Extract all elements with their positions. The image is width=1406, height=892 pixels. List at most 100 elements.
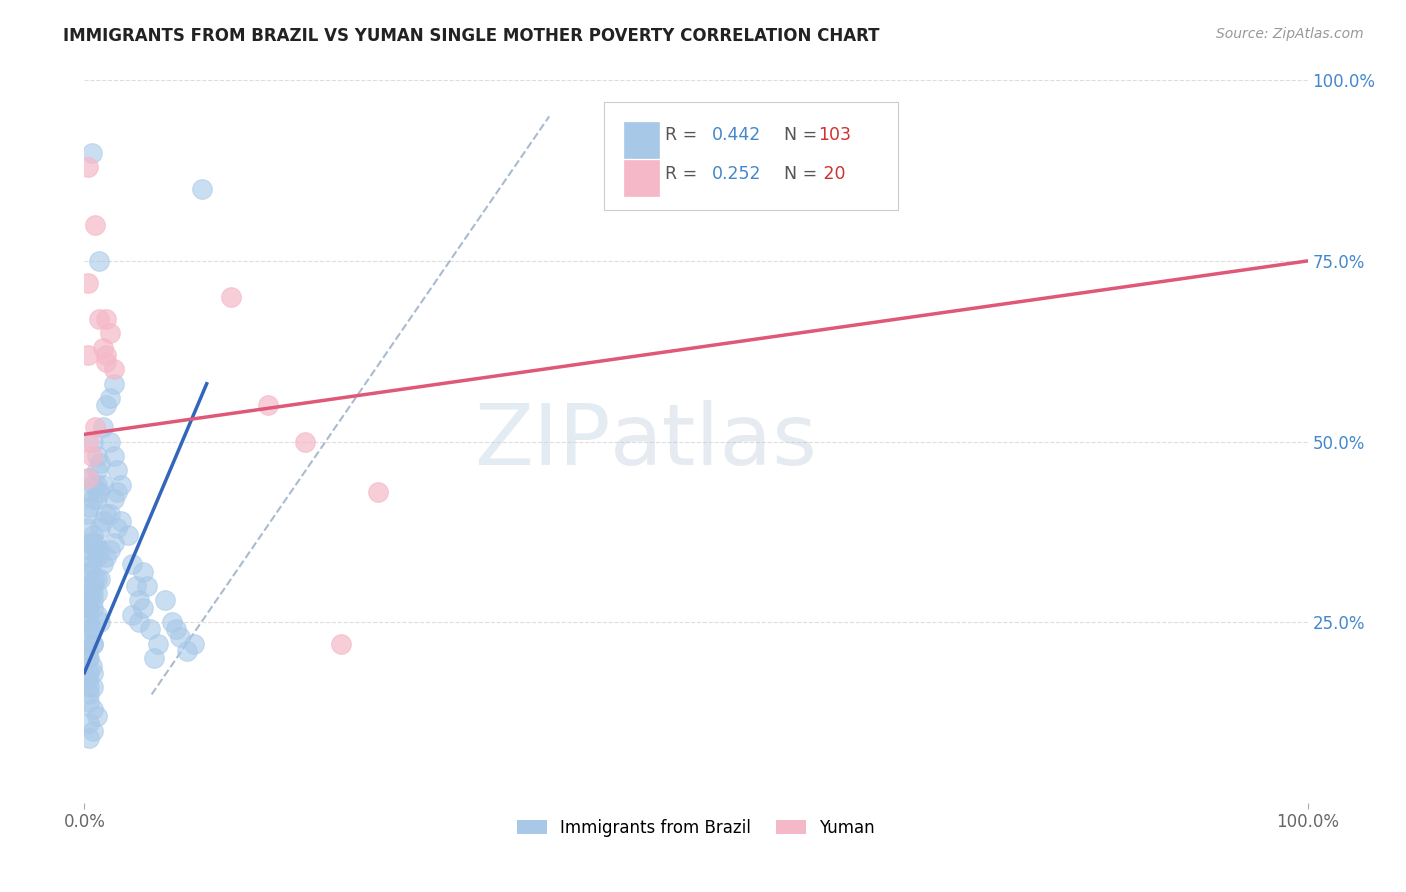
- Point: [82, 665, 104, 680]
- Point: [79, 565, 101, 579]
- Text: IMMIGRANTS FROM BRAZIL VS YUMAN SINGLE MOTHER POVERTY CORRELATION CHART: IMMIGRANTS FROM BRAZIL VS YUMAN SINGLE M…: [63, 27, 880, 45]
- Point: [132, 565, 155, 579]
- Point: [77, 579, 100, 593]
- Point: [86, 542, 108, 557]
- Point: [82, 528, 104, 542]
- Point: [110, 478, 132, 492]
- Point: [89, 521, 111, 535]
- Point: [89, 572, 111, 586]
- Point: [86, 463, 108, 477]
- Point: [82, 593, 104, 607]
- Point: [82, 637, 104, 651]
- Point: [367, 485, 389, 500]
- Point: [117, 528, 139, 542]
- Point: [91, 420, 114, 434]
- Point: [77, 565, 100, 579]
- Point: [86, 550, 108, 565]
- Point: [98, 542, 121, 557]
- Text: atlas: atlas: [610, 400, 818, 483]
- Point: [77, 600, 100, 615]
- Point: [89, 615, 111, 630]
- Point: [82, 492, 104, 507]
- Point: [77, 630, 100, 644]
- Point: [96, 550, 118, 565]
- Point: [96, 355, 118, 369]
- Point: [80, 449, 103, 463]
- Point: [176, 644, 198, 658]
- Point: [103, 492, 125, 507]
- Point: [86, 572, 108, 586]
- Point: [84, 420, 107, 434]
- Point: [77, 673, 100, 687]
- Point: [98, 326, 121, 341]
- Point: [76, 593, 98, 607]
- Point: [135, 579, 157, 593]
- Text: N =: N =: [773, 126, 823, 144]
- Point: [80, 658, 103, 673]
- Point: [91, 341, 114, 355]
- Point: [146, 637, 169, 651]
- Point: [77, 665, 100, 680]
- Point: [77, 485, 100, 500]
- Point: [91, 558, 114, 572]
- Point: [191, 182, 214, 196]
- Point: [96, 348, 118, 362]
- Point: [82, 586, 104, 600]
- Point: [82, 702, 104, 716]
- FancyBboxPatch shape: [624, 122, 659, 158]
- Point: [82, 723, 104, 738]
- Point: [77, 615, 100, 630]
- FancyBboxPatch shape: [624, 161, 659, 196]
- Point: [86, 449, 108, 463]
- Point: [80, 558, 103, 572]
- Point: [96, 311, 118, 326]
- Point: [84, 218, 107, 232]
- Point: [77, 695, 100, 709]
- Legend: Immigrants from Brazil, Yuman: Immigrants from Brazil, Yuman: [509, 810, 883, 845]
- Text: 0.442: 0.442: [711, 126, 761, 144]
- Point: [86, 709, 108, 723]
- Point: [103, 535, 125, 549]
- Point: [96, 398, 118, 412]
- Point: [165, 623, 187, 637]
- Point: [110, 514, 132, 528]
- Point: [183, 637, 205, 651]
- Point: [82, 637, 104, 651]
- Text: N =: N =: [773, 165, 823, 183]
- Point: [80, 145, 103, 160]
- Point: [169, 630, 191, 644]
- Point: [77, 651, 100, 665]
- Point: [77, 542, 100, 557]
- Point: [77, 623, 100, 637]
- Point: [82, 478, 104, 492]
- Point: [125, 579, 148, 593]
- Point: [96, 507, 118, 521]
- Point: [162, 615, 184, 630]
- Point: [257, 398, 280, 412]
- Point: [105, 463, 128, 477]
- Point: [128, 593, 150, 607]
- Point: [82, 600, 104, 615]
- Text: R =: R =: [665, 126, 703, 144]
- Point: [77, 160, 100, 174]
- Point: [121, 558, 143, 572]
- Point: [103, 362, 125, 376]
- Text: ZIP: ZIP: [474, 400, 610, 483]
- Point: [77, 471, 100, 485]
- Point: [330, 637, 353, 651]
- Point: [153, 593, 176, 607]
- Point: [77, 651, 100, 665]
- Point: [77, 535, 100, 549]
- Point: [103, 449, 125, 463]
- Point: [86, 586, 108, 600]
- Point: [139, 623, 162, 637]
- Text: 103: 103: [818, 126, 851, 144]
- Point: [91, 478, 114, 492]
- Point: [105, 485, 128, 500]
- Point: [82, 535, 104, 549]
- Point: [77, 276, 100, 290]
- FancyBboxPatch shape: [605, 102, 898, 211]
- Point: [86, 478, 108, 492]
- Point: [84, 535, 107, 549]
- Point: [89, 542, 111, 557]
